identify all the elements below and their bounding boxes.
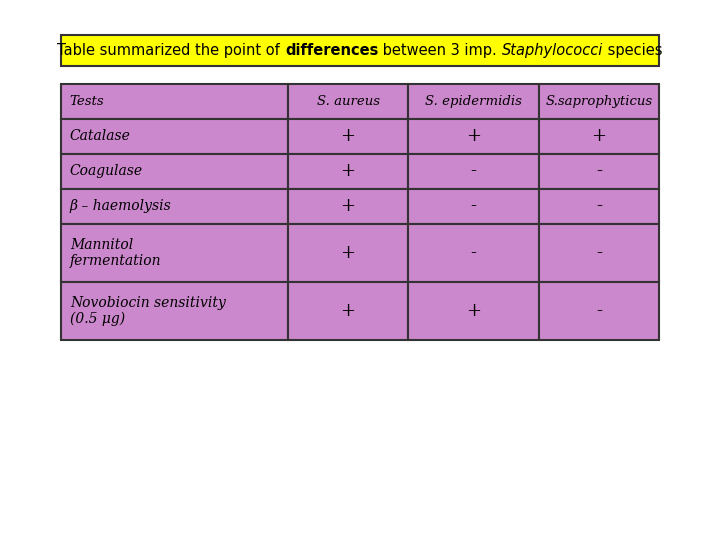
Text: S. epidermidis: S. epidermidis xyxy=(425,94,522,107)
Bar xyxy=(408,224,539,282)
Bar xyxy=(288,282,408,340)
Bar xyxy=(61,35,659,66)
Bar xyxy=(61,154,288,188)
Text: +: + xyxy=(341,127,356,145)
Bar xyxy=(288,188,408,224)
Text: Table summarized the point of: Table summarized the point of xyxy=(58,43,285,58)
Bar xyxy=(61,224,288,282)
Bar xyxy=(61,188,288,224)
Text: +: + xyxy=(341,302,356,320)
Bar xyxy=(408,188,539,224)
Text: +: + xyxy=(466,302,481,320)
Text: +: + xyxy=(341,197,356,215)
Text: +: + xyxy=(341,244,356,262)
Bar xyxy=(288,224,408,282)
Text: S. aureus: S. aureus xyxy=(317,94,379,107)
Text: Novobiocin sensitivity
(0.5 μg): Novobiocin sensitivity (0.5 μg) xyxy=(70,296,225,327)
Bar xyxy=(61,119,288,154)
Text: -: - xyxy=(471,162,477,180)
Text: -: - xyxy=(596,244,602,262)
Text: +: + xyxy=(592,127,606,145)
Bar xyxy=(61,282,288,340)
Text: Staphylococci: Staphylococci xyxy=(502,43,603,58)
Bar xyxy=(288,84,408,119)
Bar xyxy=(288,154,408,188)
Text: Catalase: Catalase xyxy=(70,129,131,143)
Bar xyxy=(539,119,659,154)
Bar xyxy=(539,282,659,340)
Bar xyxy=(288,119,408,154)
Bar xyxy=(408,154,539,188)
Text: -: - xyxy=(596,197,602,215)
Text: -: - xyxy=(471,244,477,262)
Bar xyxy=(61,84,288,119)
Text: Tests: Tests xyxy=(70,94,104,107)
Text: β – haemolysis: β – haemolysis xyxy=(70,199,171,213)
Bar xyxy=(539,154,659,188)
Text: -: - xyxy=(596,302,602,320)
Text: +: + xyxy=(466,127,481,145)
Bar xyxy=(539,188,659,224)
Text: -: - xyxy=(471,197,477,215)
Text: differences: differences xyxy=(285,43,378,58)
Bar xyxy=(408,119,539,154)
Bar xyxy=(408,84,539,119)
Bar xyxy=(539,84,659,119)
Text: -: - xyxy=(596,162,602,180)
Bar xyxy=(408,282,539,340)
Text: Coagulase: Coagulase xyxy=(70,164,143,178)
Text: between 3 imp.: between 3 imp. xyxy=(378,43,502,58)
Text: species: species xyxy=(603,43,662,58)
Bar xyxy=(539,224,659,282)
Text: Mannitol
fermentation: Mannitol fermentation xyxy=(70,238,161,268)
Text: +: + xyxy=(341,162,356,180)
Text: S.saprophyticus: S.saprophyticus xyxy=(546,94,652,107)
